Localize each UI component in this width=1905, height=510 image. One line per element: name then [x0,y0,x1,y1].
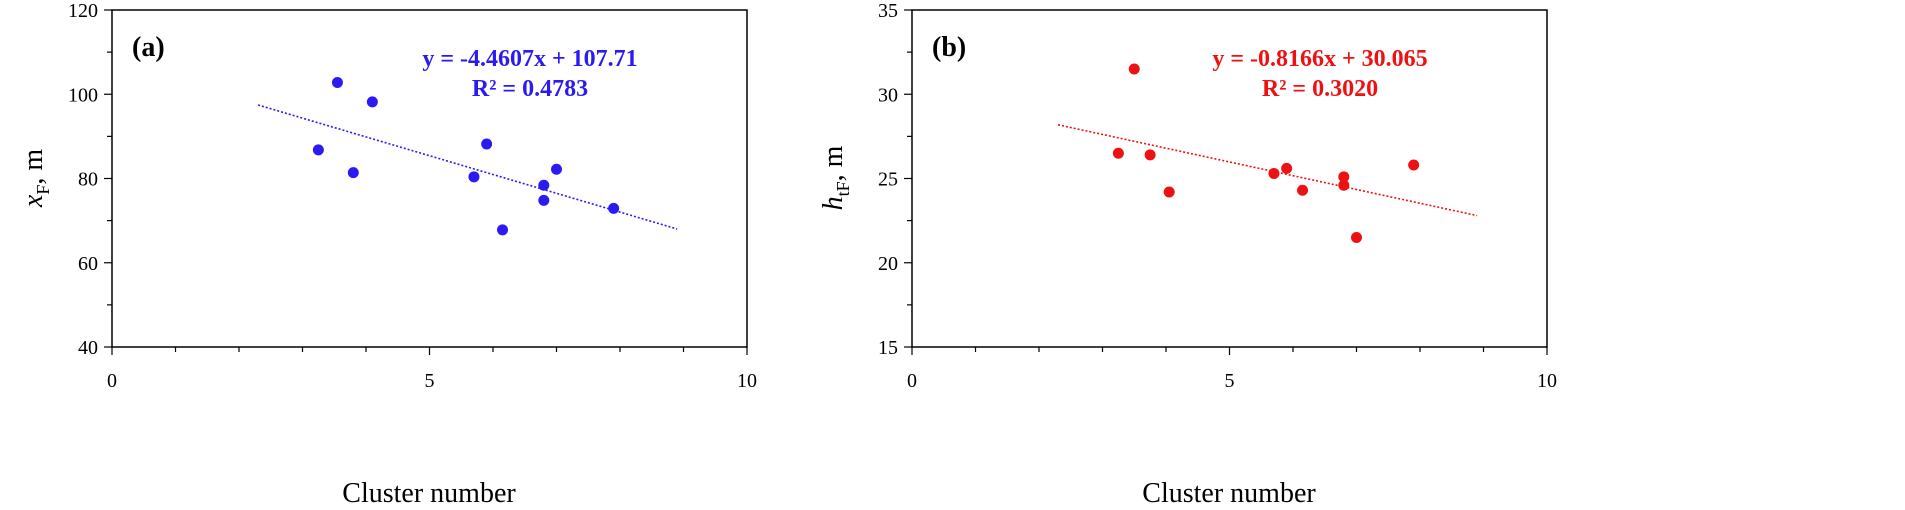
points-a [312,76,620,236]
y-axis-title-unit-a: , m [18,149,49,185]
x-axis-title-a: Cluster number [342,478,516,509]
data-point-a [481,138,493,150]
panel-label-a: (a) [132,32,165,63]
data-point-a [538,179,550,191]
data-point-b [1144,149,1156,161]
data-point-b [1268,167,1280,179]
data-point-a [331,76,343,88]
x-tick-label-a: 10 [737,370,757,392]
r-squared-a: R² = 0.4783 [472,76,588,102]
trendline-a [257,104,678,230]
y-tick-label-b: 25 [878,169,898,191]
y-axis-title-main-b: h [818,196,849,210]
data-point-a [366,96,378,108]
x-tick-label-b: 10 [1537,370,1557,392]
x-tick-label-a: 0 [107,370,117,392]
y-tick-label-b: 20 [878,253,898,275]
data-point-b [1163,186,1175,198]
data-point-a [551,163,562,175]
data-point-b [1351,231,1362,243]
trend-equation-b: y = -0.8166x + 30.065 [1212,46,1427,72]
data-point-a [497,224,509,236]
data-point-a [347,167,359,179]
y-tick-label-a: 80 [78,169,98,191]
chart-panel-b: 0 5 10 15 20 25 30 35 (b) y = -0.8166x + 30.065… [818,0,1557,509]
x-axis-title-b: Cluster number [1142,478,1316,509]
data-point-b [1112,147,1124,159]
y-tick-label-b: 30 [878,84,898,106]
data-point-b [1338,171,1350,183]
ticks-b: 0 5 10 15 20 25 30 35 [878,0,1557,392]
y-tick-label-a: 60 [78,253,98,275]
y-axis-title-main-a: x [18,194,49,208]
panel-label-b: (b) [932,32,966,63]
y-axis-title-sub-b: tF [833,181,853,196]
r-squared-b: R² = 0.3020 [1262,76,1378,102]
data-point-a [608,202,620,214]
y-axis-title-a: xF, m [18,149,53,208]
data-point-a [538,194,550,206]
y-tick-label-a: 40 [78,337,98,359]
y-axis-title-unit-b: , m [818,145,849,181]
trend-equation-a: y = -4.4607x + 107.71 [422,46,637,72]
data-point-a [312,144,324,156]
data-point-b [1297,184,1309,196]
trendline-b [1057,124,1478,217]
data-point-a [468,171,480,183]
plot-area-a [111,9,748,348]
x-tick-label-b: 5 [1225,370,1235,392]
x-tick-label-b: 0 [907,370,917,392]
ticks-a: 0 5 10 40 60 80 100 120 [68,0,757,392]
y-tick-label-b: 35 [878,0,898,22]
plot-area-b [911,9,1548,348]
chart-panel-a: 0 5 10 40 60 80 100 120 (a) y = -4.4607x + 107.… [18,0,757,509]
x-tick-label-a: 5 [425,370,435,392]
y-axis-title-b: htF, m [818,145,853,210]
data-point-b [1281,162,1293,174]
data-point-b [1408,159,1420,171]
data-point-b [1338,179,1350,191]
y-tick-label-b: 15 [878,337,898,359]
points-b [1112,63,1420,243]
y-axis-title-sub-a: F [33,185,53,195]
y-tick-label-a: 100 [68,84,98,106]
data-point-b [1128,63,1140,75]
y-tick-label-a: 120 [68,0,98,22]
